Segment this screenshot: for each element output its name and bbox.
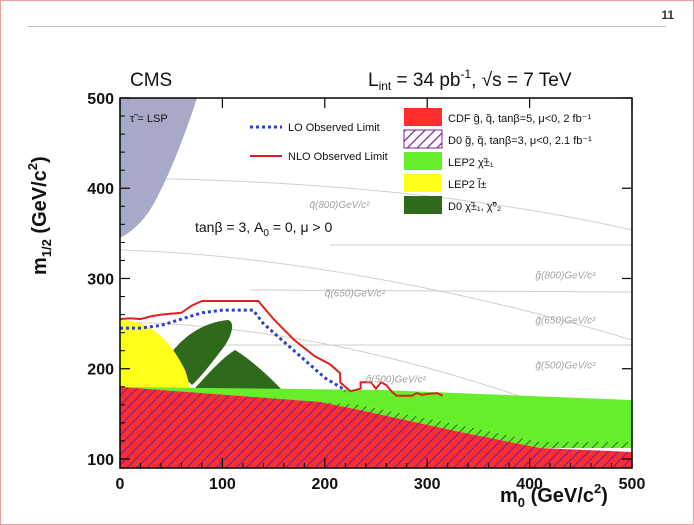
- y-tick-label: 400: [87, 181, 114, 198]
- page-number: 11: [661, 8, 674, 22]
- region-d0-chargino-neutralino-2: [195, 350, 282, 390]
- legend-lep2-chargino-label: LEP2 χ̃±₁: [448, 157, 494, 169]
- contour-gluino-650: [249, 289, 632, 293]
- series-lo-observed-limit: [120, 308, 347, 393]
- legend-lep2-slepton-label: LEP2 l̃±: [448, 178, 486, 191]
- region-lep2-slepton: [120, 320, 190, 388]
- contour-squark-500: [120, 321, 561, 411]
- contour-label-squark: q̃(650)GeV/c²: [325, 288, 386, 299]
- x-tick-label: 500: [619, 476, 646, 493]
- model-parameters-label: tanβ = 3, A0 = 0, μ > 0: [195, 219, 332, 239]
- legend-cdf-swatch: [404, 108, 442, 126]
- legend-d0-chi-swatch: [404, 196, 442, 214]
- contour-label-gluino: g̃(650)GeV/c²: [535, 315, 596, 326]
- y-tick-label: 100: [87, 452, 114, 469]
- region-cdf: [120, 387, 632, 468]
- experiment-label: CMS: [130, 70, 172, 91]
- plot-frame: [119, 97, 633, 469]
- y-tick-label: 300: [87, 271, 114, 288]
- contour-squark-650: [120, 249, 632, 341]
- legend-cdf-label: CDF g̃, q̃, tanβ=5, μ<0, 2 fb⁻¹: [448, 113, 592, 125]
- contour-label-gluino: g̃(500)GeV/c²: [535, 360, 596, 371]
- region-d0-chargino-neutralino-1: [172, 320, 233, 385]
- legend-d0-chi-label: D0 χ̃±₁, χ̃⁰₂: [448, 201, 501, 213]
- legend-nlo-label: NLO Observed Limit: [288, 151, 388, 163]
- region-stau-lsp: [120, 98, 197, 238]
- x-tick-label: 200: [311, 476, 338, 493]
- x-tick-label: 300: [414, 476, 441, 493]
- x-tick-label: 100: [209, 476, 236, 493]
- y-tick-label: 500: [87, 91, 114, 108]
- stau-lsp-label: τ̃ = LSP: [130, 113, 168, 125]
- contour-squark-800: [120, 177, 632, 231]
- contour-label-squark: q̃(800)GeV/c²: [309, 200, 370, 211]
- legend-lep2-chargino-swatch: [404, 152, 442, 170]
- contour-label-squark: q̃(500)GeV/c²: [366, 374, 427, 385]
- luminosity-label: Lint = 34 pb-1, √s = 7 TeV: [368, 67, 572, 93]
- legend-d0-label: D0 g̃, q̃, tanβ=3, μ<0, 2.1 fb⁻¹: [448, 135, 592, 147]
- legend-d0-swatch: [403, 129, 443, 149]
- x-axis-title: m0 (GeV/c2): [500, 481, 608, 510]
- y-tick-label: 200: [87, 362, 114, 379]
- legend-lo-label: LO Observed Limit: [288, 122, 380, 134]
- legend-lep2-slepton-swatch: [404, 174, 442, 192]
- series-nlo-observed-limit: [120, 300, 444, 397]
- header-rule: [28, 26, 666, 27]
- contour-label-gluino: g̃(800)GeV/c²: [535, 270, 596, 281]
- y-axis-title: m1/2 (GeV/c2): [25, 156, 54, 275]
- region-d0-squark-gluino: [320, 402, 632, 448]
- legend: LO Observed Limit NLO Observed Limit CDF…: [250, 108, 592, 214]
- x-tick-label: 400: [516, 476, 543, 493]
- x-tick-label: 0: [116, 476, 125, 493]
